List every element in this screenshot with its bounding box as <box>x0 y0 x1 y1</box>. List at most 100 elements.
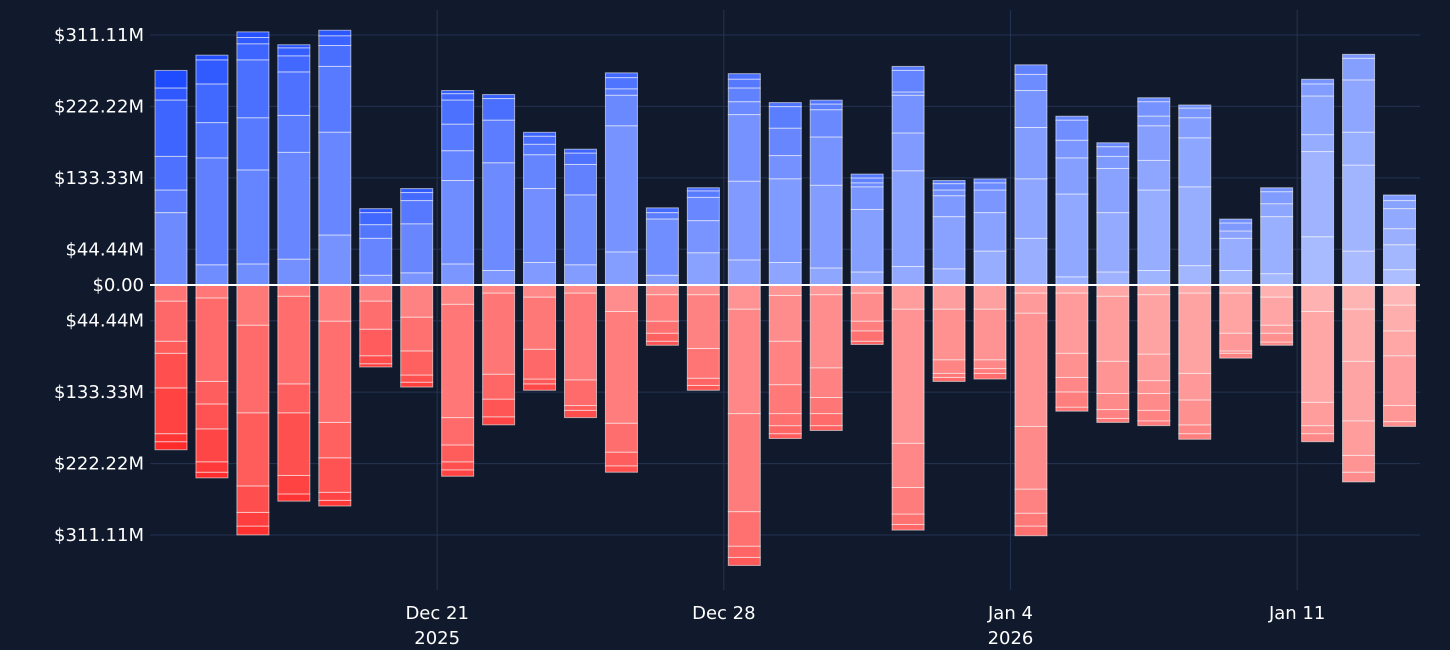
positive-bar-segment <box>482 270 516 286</box>
negative-bar-segment <box>523 296 557 350</box>
negative-bar-segment <box>686 384 720 391</box>
negative-bar-segment <box>400 284 434 318</box>
negative-bar-segment <box>604 284 638 313</box>
positive-bar-segment <box>441 263 475 286</box>
positive-bar-segment <box>359 237 393 276</box>
negative-bar-segment <box>564 409 597 419</box>
positive-bar-segment <box>400 188 434 194</box>
negative-bar-segment <box>850 320 884 332</box>
negative-bar-segment <box>973 308 1007 361</box>
positive-bar-segment <box>523 188 557 263</box>
negative-bar-segment <box>154 387 188 435</box>
positive-bar-segment <box>1178 117 1212 139</box>
negative-bar-segment <box>195 471 229 479</box>
negative-bar-segment <box>1342 284 1376 310</box>
negative-bar-segment <box>645 320 679 334</box>
negative-bar-segment <box>809 294 843 369</box>
positive-bar-segment <box>1137 125 1171 161</box>
positive-bar-segment <box>441 93 475 101</box>
positive-bar-segment <box>1260 203 1294 218</box>
positive-bar-segment <box>195 122 229 159</box>
negative-bar-segment <box>932 359 966 374</box>
positive-bar-segment <box>1178 186 1212 267</box>
y-tick-label: $133.33M <box>54 382 144 403</box>
negative-bar-segment <box>318 320 352 423</box>
positive-bar-segment <box>1014 73 1048 92</box>
positive-bar-segment <box>1055 157 1089 195</box>
positive-bar-segment <box>1219 270 1253 286</box>
positive-bar-segment <box>318 29 352 37</box>
negative-bar-segment <box>564 292 597 381</box>
negative-bar-segment <box>277 383 311 414</box>
positive-bar-segment <box>973 182 1007 191</box>
negative-bar-segment <box>154 300 188 342</box>
positive-bar-segment <box>891 65 925 71</box>
positive-bar-segment <box>1342 53 1376 59</box>
negative-bar-segment <box>523 284 557 298</box>
positive-bar-segment <box>1260 273 1294 286</box>
negative-bar-segment <box>1014 525 1048 537</box>
negative-bar-segment <box>686 377 720 386</box>
negative-bar-segment <box>604 422 638 453</box>
negative-bar-segment <box>482 373 516 400</box>
negative-bar-segment <box>891 513 925 525</box>
positive-bar-segment <box>768 178 802 263</box>
positive-bar-segment <box>359 274 393 286</box>
positive-bar-segment <box>236 169 270 265</box>
positive-bar-segment <box>891 94 925 134</box>
negative-bar-segment <box>1137 420 1171 427</box>
positive-bar-segment <box>1219 222 1253 232</box>
negative-bar-segment <box>932 284 966 310</box>
negative-bar-segment <box>523 348 557 380</box>
x-tick-label: Dec 28 <box>692 603 755 624</box>
positive-bar-segment <box>973 189 1007 214</box>
positive-bar-segment <box>1096 271 1130 286</box>
negative-bar-segment <box>1301 433 1335 443</box>
positive-bar-segment <box>727 73 761 80</box>
negative-bar-segment <box>1260 284 1294 298</box>
negative-bar-segment <box>1260 324 1294 334</box>
negative-bar-segment <box>1137 353 1171 382</box>
positive-bar-segment <box>645 207 679 214</box>
positive-bar-segment <box>727 101 761 116</box>
positive-bar-segment <box>891 170 925 268</box>
positive-bar-segment <box>277 258 311 286</box>
x-tick-label: Jan 4 <box>987 603 1033 624</box>
positive-bar-segment <box>891 69 925 93</box>
negative-bar-segment <box>441 444 475 463</box>
negative-bar-segment <box>236 525 270 536</box>
negative-bar-segment <box>1383 421 1416 427</box>
positive-bar-segment <box>318 131 352 236</box>
positive-bar-segment <box>154 87 188 101</box>
negative-bar-segment <box>645 284 679 296</box>
negative-bar-segment <box>236 511 270 527</box>
positive-bar-segment <box>1137 159 1171 191</box>
positive-bar-segment <box>1219 230 1253 239</box>
negative-bar-segment <box>482 284 516 294</box>
negative-bar-segment <box>359 300 393 330</box>
positive-bar-segment <box>400 192 434 202</box>
positive-bar-segment <box>195 157 229 266</box>
negative-bar-segment <box>1342 471 1376 483</box>
negative-bar-segment <box>932 372 966 378</box>
negative-bar-segment <box>686 284 720 296</box>
x-tick-year-label: 2025 <box>414 628 460 649</box>
positive-bar-segment <box>1096 155 1130 169</box>
positive-bar-segment <box>1055 276 1089 286</box>
negative-bar-segment <box>441 417 475 446</box>
positive-bar-segment <box>564 163 597 196</box>
positive-bar-segment <box>523 261 557 286</box>
positive-bar-segment <box>236 31 270 38</box>
positive-bar-segment <box>727 87 761 103</box>
positive-bar-segment <box>236 36 270 45</box>
positive-bar-segment <box>1301 95 1335 136</box>
negative-bar-segment <box>1096 295 1130 362</box>
negative-bar-segment <box>850 292 884 322</box>
negative-bar-segment <box>1137 380 1171 394</box>
positive-bar-segment <box>1096 146 1130 157</box>
positive-bar-segment <box>1260 216 1294 275</box>
positive-bar-segment <box>482 119 516 164</box>
positive-bar-segment <box>891 266 925 286</box>
positive-bar-segment <box>645 274 679 286</box>
positive-bar-segment <box>1383 208 1416 230</box>
